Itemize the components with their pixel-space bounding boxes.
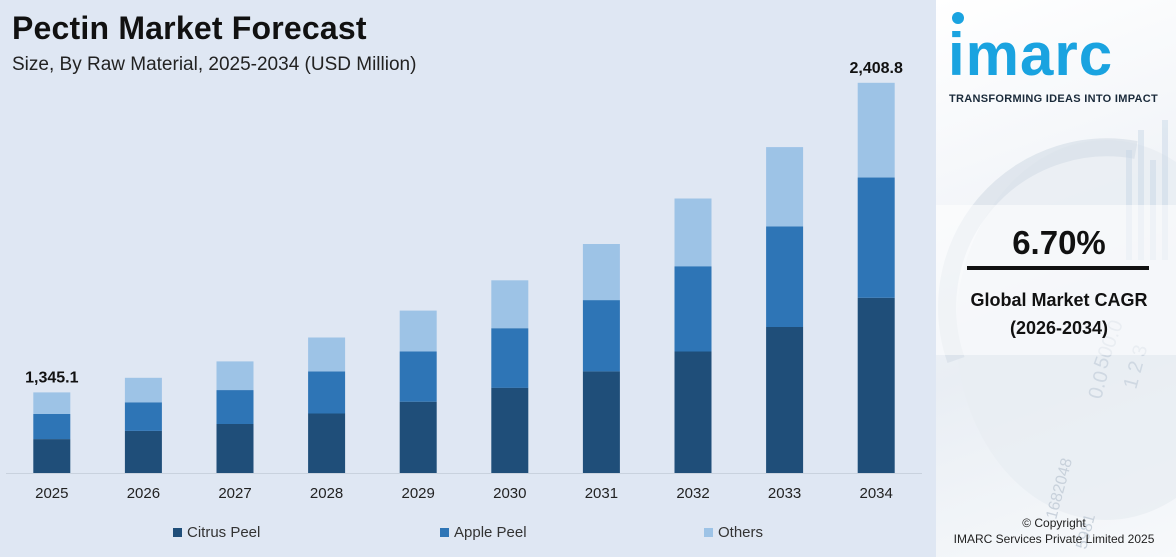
x-tick-label-2027: 2027	[218, 485, 251, 502]
bar-citrus-peel-2026	[124, 430, 162, 473]
x-tick-label-2028: 2028	[310, 485, 343, 502]
bar-others-2034	[857, 82, 895, 178]
bar-others-2027	[216, 361, 254, 390]
bar-others-2033	[766, 147, 804, 227]
legend-label-others: Others	[718, 524, 764, 541]
x-tick-label-2034: 2034	[860, 485, 893, 502]
cagr-divider	[967, 266, 1149, 270]
bar-apple-peel-2032	[674, 266, 712, 352]
bar-citrus-peel-2030	[491, 387, 529, 473]
bar-others-2029	[399, 310, 437, 352]
bar-apple-peel-2030	[491, 328, 529, 388]
chart-legend: Citrus Peel Apple Peel Others	[0, 524, 936, 546]
legend-swatch-citrus	[173, 528, 182, 537]
x-tick-label-2032: 2032	[676, 485, 709, 502]
data-label-2025: 1,345.1	[25, 369, 78, 386]
bar-citrus-peel-2031	[582, 371, 620, 473]
legend-item-citrus: Citrus Peel	[173, 524, 260, 541]
bar-apple-peel-2028	[308, 371, 346, 414]
bar-citrus-peel-2034	[857, 297, 895, 473]
brand-tagline: TRANSFORMING IDEAS INTO IMPACT	[949, 93, 1159, 105]
x-tick-label-2025: 2025	[35, 485, 68, 502]
bar-citrus-peel-2025	[33, 439, 71, 473]
copyright-line1: © Copyright	[1022, 516, 1086, 530]
x-tick-label-2030: 2030	[493, 485, 526, 502]
bar-citrus-peel-2032	[674, 351, 712, 473]
data-label-2034: 2,408.8	[850, 60, 903, 77]
x-tick-label-2031: 2031	[585, 485, 618, 502]
cagr-box	[936, 205, 1176, 355]
legend-label-apple: Apple Peel	[454, 524, 527, 541]
legend-item-apple: Apple Peel	[440, 524, 527, 541]
legend-label-citrus: Citrus Peel	[187, 524, 261, 541]
bar-citrus-peel-2027	[216, 423, 254, 473]
bar-apple-peel-2025	[33, 414, 71, 440]
cagr-label: Global Market CAGR (2026-2034)	[936, 286, 1176, 342]
bar-others-2031	[582, 244, 620, 301]
bar-others-2028	[308, 337, 346, 372]
cagr-value: 6.70%	[1012, 224, 1106, 261]
bar-apple-peel-2034	[857, 177, 895, 298]
x-tick-label-2026: 2026	[127, 485, 160, 502]
bar-others-2026	[124, 377, 162, 403]
x-tick-label-2033: 2033	[768, 485, 801, 502]
copyright-line2: IMARC Services Private Limited 2025	[953, 532, 1155, 546]
brand-panel: 500.0 0.0 1 2 3 1682048 5981 imarc TRANS…	[936, 0, 1176, 557]
cagr-label-line2: (2026-2034)	[1009, 318, 1109, 338]
imarc-logo: imarc	[948, 21, 1114, 88]
bar-apple-peel-2027	[216, 390, 254, 424]
bar-apple-peel-2029	[399, 351, 437, 402]
chart-panel: 2025 2026 2027 2028 2029 2030 2031 2032 2033 2034…	[0, 10, 936, 546]
legend-swatch-apple	[440, 528, 449, 537]
chart-subtitle: Size, By Raw Material, 2025-2034 (USD Mi…	[12, 54, 417, 75]
stacked-bar-chart: 2025 2026 2027 2028 2029 2030 2031 2032 2033 2034…	[6, 60, 922, 502]
bar-others-2030	[491, 280, 529, 329]
logo-dot-icon	[952, 12, 964, 24]
bar-apple-peel-2033	[766, 226, 804, 327]
bar-citrus-peel-2028	[308, 413, 346, 473]
bar-apple-peel-2026	[124, 402, 162, 431]
legend-swatch-others	[704, 528, 713, 537]
bar-others-2025	[33, 392, 71, 414]
x-tick-label-2029: 2029	[402, 485, 435, 502]
cagr-label-line1: Global Market CAGR	[970, 290, 1148, 310]
chart-title: Pectin Market Forecast	[12, 10, 367, 46]
bar-citrus-peel-2033	[766, 327, 804, 473]
bar-apple-peel-2031	[582, 300, 620, 372]
copyright: © Copyright IMARC Services Private Limit…	[936, 515, 1172, 547]
legend-item-others: Others	[704, 524, 763, 541]
bar-citrus-peel-2029	[399, 401, 437, 473]
bar-others-2032	[674, 198, 712, 267]
